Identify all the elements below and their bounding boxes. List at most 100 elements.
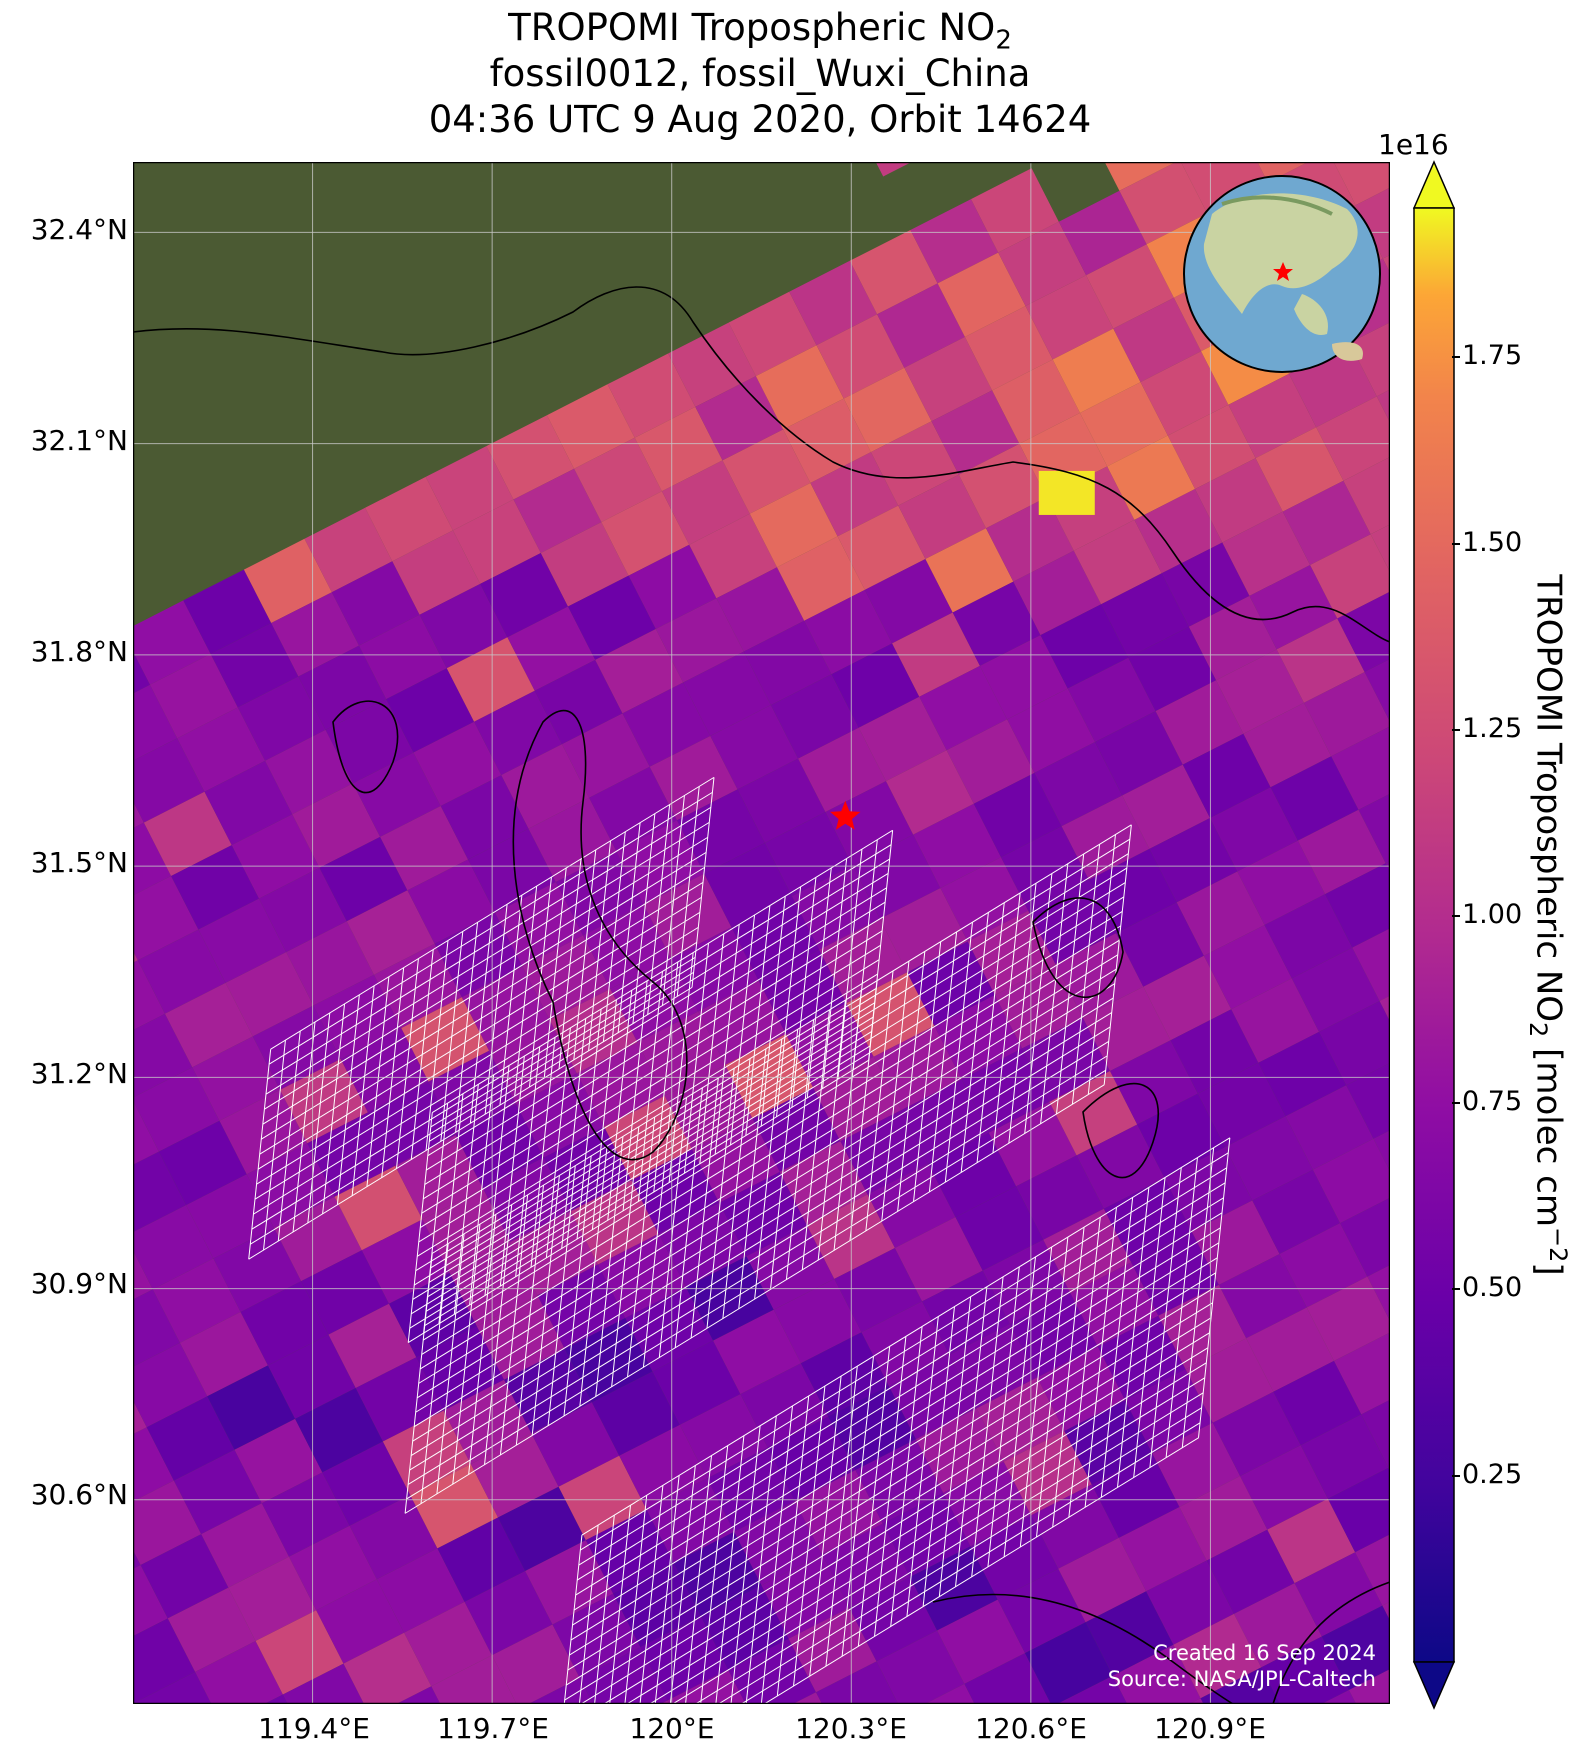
no2-pixel [867,1163,956,1248]
no2-pixel [407,859,496,944]
no2-pixel [579,1647,668,1704]
chart-subtitle-site: fossil0012, fossil_Wuxi_China [489,52,1031,95]
no2-pixel [133,822,172,896]
no2-pixel [886,750,974,835]
no2-pixel [894,1217,983,1302]
no2-pixel [133,600,211,685]
no2-pixel [1231,978,1319,1063]
no2-pixel [1304,672,1390,757]
no2-pixel [1352,928,1390,1001]
no2-pixel [396,1686,441,1704]
no2-pixel [598,1233,686,1318]
no2-pixel [265,729,353,815]
no2-pixel [740,1363,829,1448]
no2-pixel [992,359,1080,444]
no2-pixel [1261,1636,1349,1704]
no2-pixel [1095,711,1183,796]
no2-pixel [286,921,374,1006]
no2-pixel [540,522,629,607]
map-plot-area: Created 16 Sep 2024 Source: NASA/JPL-Cal… [133,162,1390,1704]
colorbar-tick-mark [1452,542,1460,545]
no2-pixel [150,653,238,739]
no2-pixel [1225,1116,1313,1201]
no2-pixel [349,1495,438,1580]
no2-pixel [664,1065,753,1150]
no2-pixel [133,738,205,823]
no2-pixel [692,1118,780,1203]
no2-pixel [1285,1085,1374,1170]
no2-pixel [1082,986,1171,1071]
no2-pixel [652,1340,741,1425]
no2-pixel [386,668,475,753]
lon-tick-label: 120.9°E [1154,1712,1266,1745]
no2-pixel [816,314,905,399]
lake-taihu [512,709,688,1161]
no2-pixel [210,623,299,708]
no2-pixel [498,1486,586,1571]
credit-text: Created 16 Sep 2024 Source: NASA/JPL-Cal… [1108,1640,1376,1692]
coastline [1272,1581,1390,1704]
no2-pixel [207,1365,296,1450]
no2-pixel [1358,793,1390,864]
no2-pixel [1312,1138,1390,1224]
no2-pixel [1300,1414,1389,1499]
no2-pixel [1025,1622,1113,1704]
no2-pixel [931,390,1020,475]
oco-swath-a [248,776,715,1260]
no2-pixel [1058,190,1147,276]
no2-pixel [1176,871,1265,956]
no2-pixel [507,606,596,691]
no2-pixel [1210,787,1298,872]
no2-pixel [343,1632,432,1704]
no2-pixel [658,1202,747,1288]
no2-pixel [1373,1130,1390,1172]
no2-pixel [982,1239,1071,1324]
no2-pixel [419,583,508,669]
no2-pixel [1146,1560,1234,1645]
chart-subtitle-time: 04:36 UTC 9 Aug 2020, Orbit 14624 [428,98,1092,141]
no2-pixel [849,230,938,315]
no2-pixel [1321,1690,1357,1704]
no2-pixel [1104,162,1177,191]
no2-pixel [940,857,1029,942]
no2-pixel [1355,1534,1390,1606]
no2-pixel [925,528,1014,613]
no2-pixel [259,867,347,953]
no2-pixel [777,536,865,621]
colorbar-tick-label: 0.50 [1462,1272,1523,1304]
no2-pixel [1316,396,1390,481]
oco-swath-d [563,1137,1231,1704]
no2-pixel [910,199,999,284]
no2-pixel [431,1655,517,1704]
no2-pixel [1355,187,1390,259]
no2-pixel [946,719,1035,804]
no2-pixel [316,1579,405,1664]
no2-pixel [1240,1445,1328,1530]
no2-pixel [1118,1507,1207,1592]
colorbar-tick-mark [1452,1288,1460,1291]
no2-pixel [728,291,817,377]
no2-pixel [976,1377,1065,1462]
no2-pixel [133,1550,141,1569]
no2-pixel [422,1188,511,1273]
no2-pixel [1091,1453,1180,1538]
no2-pixel [392,530,481,615]
no2-pixel [213,1227,302,1312]
lat-tick-label: 32.4°N [30,213,128,246]
no2-pixel [1203,925,1292,1010]
no2-pixel [1182,733,1271,818]
no2-pixel [689,513,777,599]
no2-pixel [607,353,696,438]
no2-pixel [1364,659,1390,722]
no2-pixel [133,1342,208,1428]
no2-pixel [1376,389,1390,423]
no2-pixel [1086,244,1174,329]
no2-pixel [843,367,932,453]
colorbar-tick-mark [1452,1474,1460,1477]
no2-pixel [834,1248,923,1333]
no2-pixel [292,783,381,868]
no2-pixel [849,1577,938,1662]
no2-pixel [770,674,859,759]
no2-pixel [204,760,293,846]
no2-pixel [1013,550,1102,636]
